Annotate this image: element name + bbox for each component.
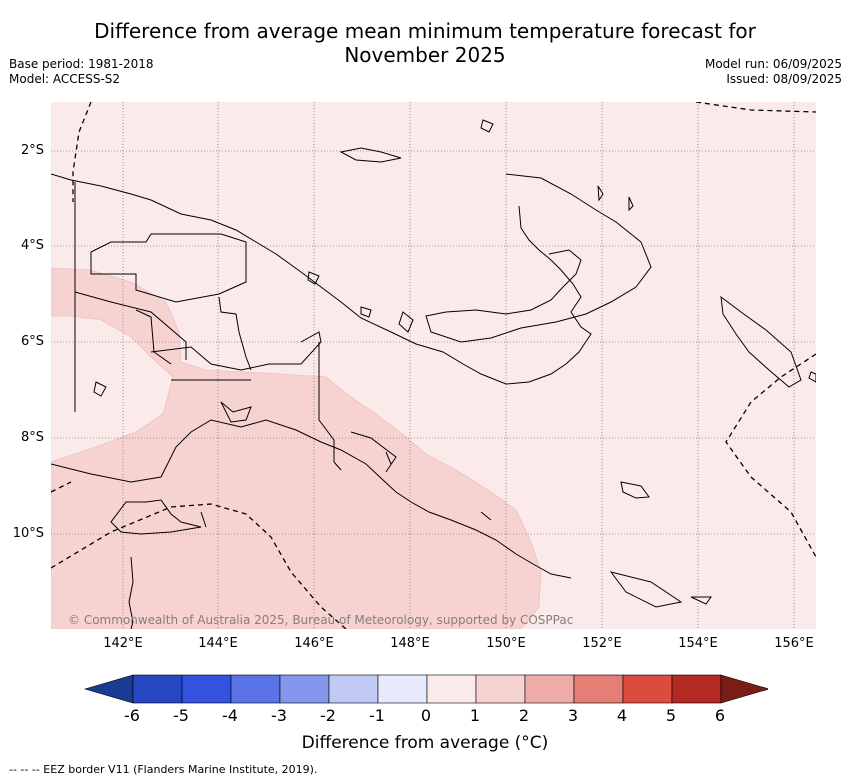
colorbar-cell <box>573 674 624 704</box>
coastlines <box>51 119 816 629</box>
meta-right: Model run: 06/09/2025 Issued: 08/09/2025 <box>705 57 842 87</box>
eez-borders <box>51 102 816 629</box>
title-line-2: November 2025 <box>344 43 506 67</box>
model-name: Model: ACCESS-S2 <box>9 72 121 86</box>
graticule <box>51 102 816 629</box>
colorbar-tick: -2 <box>320 706 336 725</box>
lon-label-152e: 152°E <box>582 636 622 651</box>
title-line-1: Difference from average mean minimum tem… <box>94 19 756 43</box>
lat-label-4s: 4°S <box>20 238 44 253</box>
colorbar-tick: 4 <box>616 706 628 725</box>
colorbar-cell <box>328 674 379 704</box>
issued-date: Issued: 08/09/2025 <box>726 72 842 86</box>
lat-label-2s: 2°S <box>20 143 44 158</box>
meta-left: Base period: 1981-2018 Model: ACCESS-S2 <box>9 57 154 87</box>
colorbar-cell <box>181 674 232 704</box>
lon-label-144e: 144°E <box>198 636 238 651</box>
colorbar-tick: -1 <box>369 706 385 725</box>
colorbar-cell <box>426 674 477 704</box>
lon-label-156e: 156°E <box>774 636 814 651</box>
lon-label-148e: 148°E <box>390 636 430 651</box>
forecast-map <box>51 102 816 629</box>
anomaly-region-mid <box>51 267 542 629</box>
colorbar-cell <box>132 674 183 704</box>
lat-label-10s: 10°S <box>12 526 44 541</box>
colorbar-tick: 1 <box>469 706 481 725</box>
colorbar-tick: 2 <box>518 706 530 725</box>
map-title: Difference from average mean minimum tem… <box>0 19 850 67</box>
colorbar-cell <box>230 674 281 704</box>
eez-footnote: -- -- -- EEZ border V11 (Flanders Marine… <box>9 763 318 776</box>
lon-label-142e: 142°E <box>103 636 143 651</box>
lat-label-6s: 6°S <box>20 334 44 349</box>
colorbar-tick: -6 <box>124 706 140 725</box>
colorbar-tick: 3 <box>567 706 579 725</box>
lon-label-150e: 150°E <box>486 636 526 651</box>
colorbar <box>84 674 768 704</box>
model-run: Model run: 06/09/2025 <box>704 57 842 71</box>
colorbar-cell <box>377 674 428 704</box>
colorbar-tick: 6 <box>714 706 726 725</box>
colorbar-cell <box>671 674 722 704</box>
colorbar-extend-high <box>720 674 768 704</box>
colorbar-cell <box>524 674 575 704</box>
colorbar-cell <box>475 674 526 704</box>
base-period: Base period: 1981-2018 <box>9 57 154 71</box>
lat-label-8s: 8°S <box>20 430 44 445</box>
colorbar-tick: -3 <box>271 706 287 725</box>
lon-label-154e: 154°E <box>678 636 718 651</box>
copyright-notice: © Commonwealth of Australia 2025, Bureau… <box>68 613 574 627</box>
colorbar-cell <box>622 674 673 704</box>
colorbar-extend-low <box>84 674 134 704</box>
lon-label-146e: 146°E <box>294 636 334 651</box>
colorbar-tick: -5 <box>173 706 189 725</box>
colorbar-label: Difference from average (°C) <box>301 733 549 753</box>
colorbar-tick: 5 <box>665 706 677 725</box>
colorbar-tick: 0 <box>420 706 432 725</box>
colorbar-cell <box>279 674 330 704</box>
province-borders <box>74 182 492 521</box>
colorbar-tick: -4 <box>222 706 238 725</box>
